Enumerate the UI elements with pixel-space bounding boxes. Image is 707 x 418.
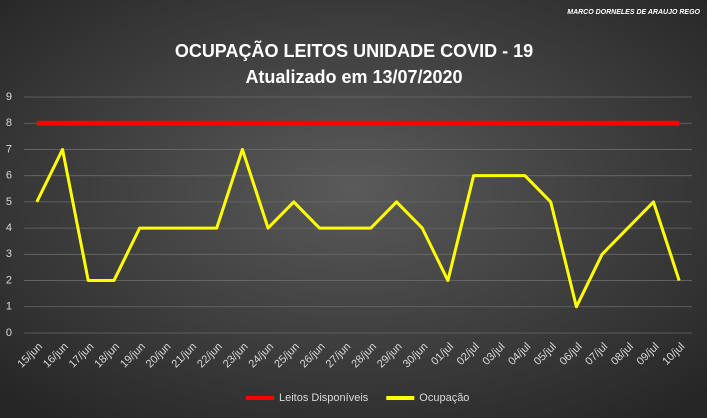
y-tick-label: 8: [6, 117, 12, 129]
chart-subtitle: Atualizado em 13/07/2020: [245, 67, 462, 87]
y-tick-label: 1: [6, 301, 12, 313]
y-tick-label: 0: [6, 327, 12, 339]
y-tick-label: 7: [6, 143, 12, 155]
y-tick-label: 5: [6, 196, 12, 208]
y-tick-label: 2: [6, 274, 12, 286]
y-tick-label: 9: [6, 91, 12, 103]
y-tick-label: 6: [6, 170, 12, 182]
y-tick-label: 3: [6, 248, 12, 260]
credit: MARCO DORNELES DE ARAUJO REGO: [567, 9, 700, 16]
legend-label: Leitos Disponíveis: [279, 392, 369, 404]
chart-title: OCUPAÇÃO LEITOS UNIDADE COVID - 19: [175, 40, 533, 61]
legend-label: Ocupação: [419, 392, 469, 404]
series-line: [35, 147, 681, 309]
y-tick-label: 4: [6, 222, 12, 234]
